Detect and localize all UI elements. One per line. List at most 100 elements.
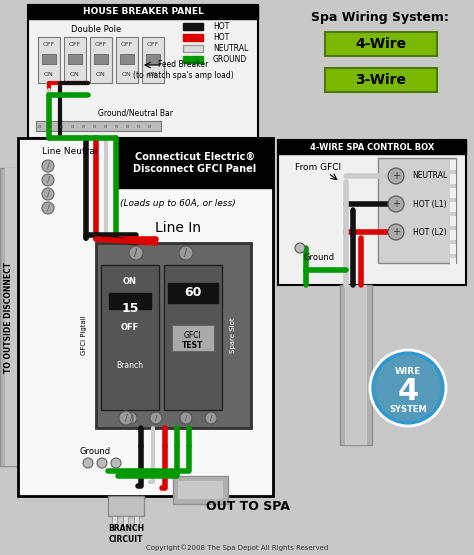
Text: HOT: HOT [213,33,229,42]
Circle shape [111,458,121,468]
Text: Ground: Ground [304,254,335,263]
Bar [112,516,117,526]
Text: o: o [48,124,52,129]
Text: ON: ON [70,73,80,78]
Bar [123,516,128,526]
Bar [325,32,437,56]
Text: /: / [134,248,137,258]
Text: ON: ON [96,73,106,78]
Text: HOT: HOT [213,22,229,31]
Text: o: o [125,124,128,129]
Bar [183,56,203,63]
Bar [28,5,258,138]
Text: ON: ON [148,73,158,78]
Bar [183,34,203,41]
Circle shape [370,350,446,426]
Bar [18,138,273,496]
Bar [64,37,86,83]
Circle shape [125,412,137,424]
Text: HOT (L1): HOT (L1) [413,199,447,209]
Bar [108,496,144,516]
Text: Double Pole: Double Pole [71,24,121,33]
Circle shape [180,412,192,424]
Text: OFF: OFF [95,43,107,48]
Text: o: o [137,124,140,129]
Text: o: o [103,124,107,129]
Bar [345,285,367,445]
Text: /: / [125,413,128,422]
Bar [450,216,456,226]
Bar [5,168,19,466]
Text: HOT (L2): HOT (L2) [413,228,447,236]
Text: Branch: Branch [117,361,144,370]
Text: +: + [392,199,400,209]
Text: 4: 4 [397,377,419,406]
Bar [183,45,203,52]
Text: OFF: OFF [69,43,81,48]
Bar [168,283,218,303]
Text: /: / [155,415,157,421]
Text: Ground/Neutral Bar: Ground/Neutral Bar [98,108,173,118]
Bar [183,23,203,30]
Bar [118,138,273,188]
Text: Spa Wiring System:: Spa Wiring System: [311,12,449,24]
Circle shape [129,246,143,260]
Bar [109,293,151,309]
Text: 4-Wire: 4-Wire [356,37,407,51]
Bar [0,168,24,466]
Bar [142,37,164,83]
Bar [450,188,456,198]
Text: /: / [46,175,49,184]
Text: OFF: OFF [121,322,139,331]
Bar [90,37,112,83]
Text: Feed Breaker
(to match spa's amp load): Feed Breaker (to match spa's amp load) [133,60,233,80]
Bar [146,54,160,64]
Bar [173,476,228,504]
Bar [28,5,258,19]
Text: 4-WIRE SPA CONTROL BOX: 4-WIRE SPA CONTROL BOX [310,143,434,152]
Circle shape [388,196,404,212]
Text: +: + [392,171,400,181]
Bar [378,158,456,263]
Circle shape [205,412,217,424]
Text: /: / [210,415,212,421]
Text: /: / [46,189,49,199]
Text: Ground: Ground [80,447,111,456]
Bar [94,54,108,64]
Bar [450,202,456,212]
Bar [450,258,456,268]
Bar [134,516,139,526]
Text: TO OUTSIDE DISCONNECT: TO OUTSIDE DISCONNECT [3,261,12,372]
Text: NEUTRAL: NEUTRAL [213,44,248,53]
Text: ON: ON [44,73,54,78]
Text: +: + [392,227,400,237]
Text: OFF: OFF [147,43,159,48]
Text: SYSTEM: SYSTEM [389,406,427,415]
Bar [340,285,372,445]
Text: /: / [46,204,49,213]
Text: GROUND: GROUND [213,55,247,64]
Circle shape [97,458,107,468]
Bar [278,140,466,285]
Text: /: / [130,415,132,421]
Bar [450,230,456,240]
Circle shape [179,246,193,260]
Bar [164,265,222,410]
Text: /: / [184,248,188,258]
Text: Spare Slot: Spare Slot [230,317,236,354]
Text: Copyright©2008 The Spa Depot All Rights Reserved: Copyright©2008 The Spa Depot All Rights … [146,544,328,551]
Text: HOUSE BREAKER PANEL: HOUSE BREAKER PANEL [82,8,203,17]
Text: 15: 15 [121,302,139,315]
Text: (Loads up to 60A, or less): (Loads up to 60A, or less) [120,199,236,208]
Circle shape [150,412,162,424]
Text: Line In: Line In [155,221,201,235]
Bar [178,481,223,499]
Bar [450,244,456,254]
Text: OFF: OFF [121,43,133,48]
Circle shape [42,188,54,200]
Text: GFCI: GFCI [184,330,202,340]
Circle shape [83,458,93,468]
Text: WIRE: WIRE [395,367,421,376]
Text: OUT TO SPA: OUT TO SPA [206,500,290,512]
Text: /: / [185,415,187,421]
